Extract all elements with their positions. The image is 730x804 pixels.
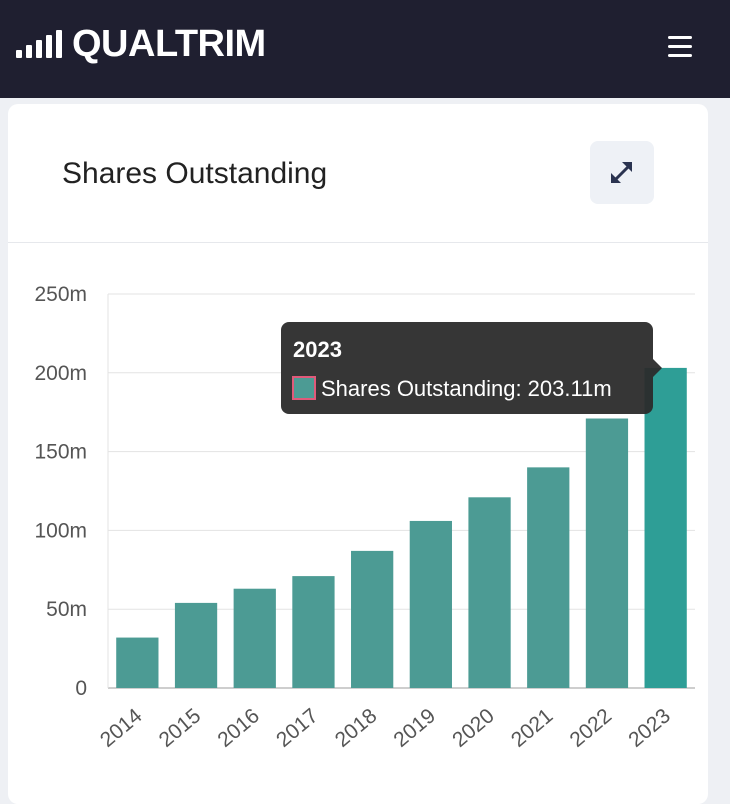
- expand-arrows-icon: [611, 162, 632, 183]
- card-divider: [8, 242, 708, 243]
- tooltip-swatch: [292, 376, 316, 400]
- x-tick-label: 2018: [331, 704, 382, 752]
- bar-2023[interactable]: [644, 367, 687, 688]
- x-tick-label: 2020: [448, 704, 499, 752]
- bar-2016[interactable]: [233, 588, 276, 688]
- y-tick-label: 250m: [34, 283, 87, 306]
- x-tick-label: 2022: [566, 704, 617, 752]
- bar-chart: 2014 2015 2016 2017 2018 2019 2020 2021 2022 2023…: [34, 283, 695, 752]
- y-tick-label: 200m: [34, 362, 87, 385]
- bar-2022[interactable]: [585, 418, 629, 688]
- bar-2015[interactable]: [174, 602, 218, 688]
- tooltip-title: 2023: [293, 337, 342, 362]
- expand-button[interactable]: [590, 141, 654, 204]
- bar-2017[interactable]: [292, 576, 335, 688]
- bar-2018[interactable]: [351, 550, 394, 688]
- x-tick-label: 2016: [213, 704, 264, 752]
- y-tick-label: 0: [75, 677, 87, 700]
- bar-2019[interactable]: [409, 520, 452, 688]
- bar-2020[interactable]: [468, 497, 511, 688]
- card-title: Shares Outstanding: [62, 157, 328, 190]
- x-tick-label: 2023: [624, 704, 675, 752]
- x-tick-label: 2014: [96, 704, 147, 752]
- chart-card: Shares Outstanding 2014 2015 2016 2017 2018 2…: [8, 104, 708, 804]
- y-tick-label: 100m: [34, 519, 87, 542]
- logo-text: QUALTRIM: [72, 23, 266, 65]
- tooltip-label: Shares Outstanding: 203.11m: [321, 376, 612, 401]
- x-tick-label: 2019: [389, 704, 440, 752]
- tooltip-pointer: [653, 359, 662, 377]
- x-tick-label: 2017: [272, 704, 323, 752]
- tooltip-background: [281, 322, 653, 414]
- x-tick-label: 2021: [507, 704, 558, 752]
- hamburger-menu-icon[interactable]: [668, 36, 694, 58]
- logo[interactable]: QUALTRIM: [16, 23, 266, 65]
- bar-2014[interactable]: [116, 637, 159, 688]
- chart-tooltip: 2023 Shares Outstanding: 203.11m: [281, 322, 662, 414]
- y-tick-label: 50m: [46, 598, 87, 621]
- top-nav-bar: QUALTRIM: [0, 0, 730, 98]
- x-tick-label: 2015: [155, 704, 206, 752]
- y-tick-label: 150m: [34, 441, 87, 464]
- signal-bars-icon: [16, 30, 62, 58]
- bar-2021[interactable]: [527, 467, 570, 688]
